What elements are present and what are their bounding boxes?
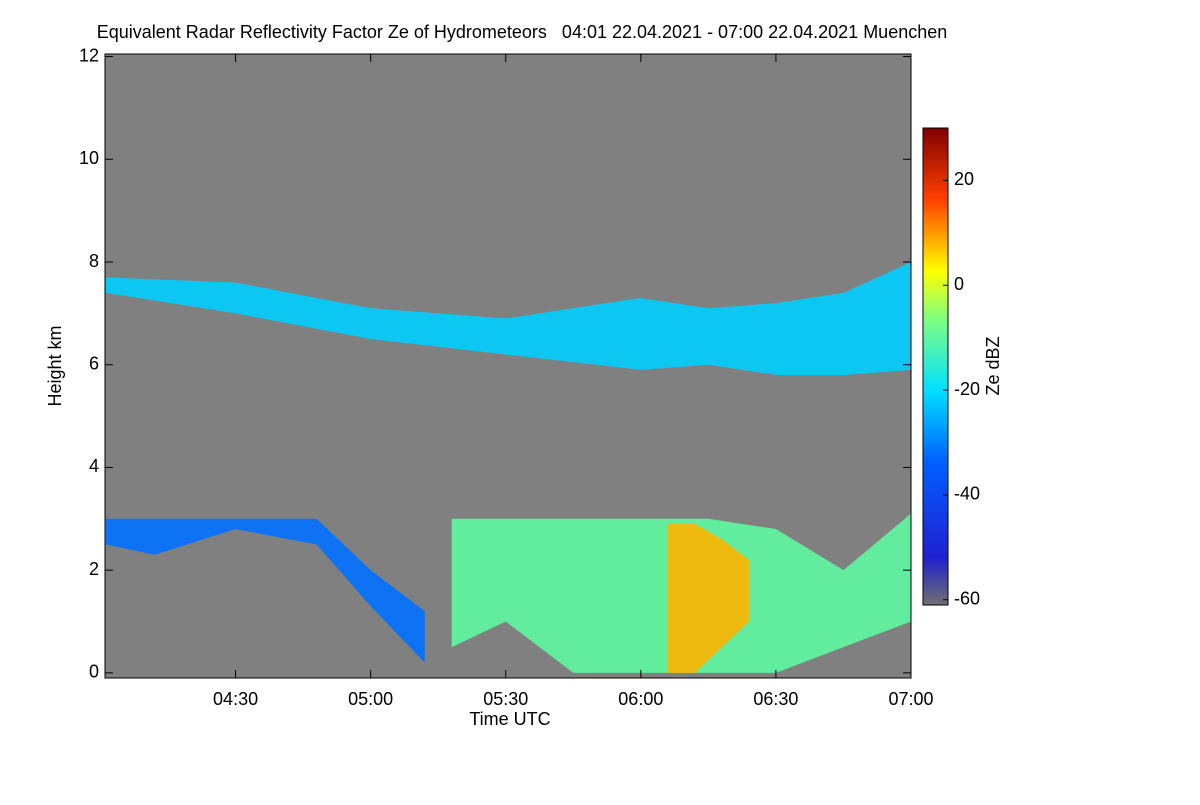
x-tick-label: 06:30 [753, 689, 798, 709]
colorbar-tick-label: 20 [954, 169, 974, 189]
echo-region [667, 523, 749, 673]
chart-title: Equivalent Radar Reflectivity Factor Ze … [97, 22, 948, 42]
y-tick-label: 10 [79, 148, 99, 168]
colorbar [922, 127, 949, 606]
y-tick-label: 4 [89, 456, 99, 476]
colorbar-tick-label: -20 [954, 379, 980, 399]
colorbar-tick-label: -40 [954, 484, 980, 504]
x-tick-label: 05:30 [483, 689, 528, 709]
y-tick-label: 6 [89, 353, 99, 373]
colorbar-label: Ze dBZ [983, 336, 1003, 395]
y-tick-label: 12 [79, 45, 99, 65]
y-tick-label: 2 [89, 559, 99, 579]
echo-region [105, 262, 912, 375]
x-tick-label: 05:00 [348, 689, 393, 709]
x-tick-label: 06:00 [618, 689, 663, 709]
plot-frame [104, 53, 912, 679]
x-tick-label: 04:30 [213, 689, 258, 709]
x-axis-label: Time UTC [469, 709, 550, 729]
y-tick-label: 0 [89, 662, 99, 682]
colorbar-tick-label: -60 [954, 589, 980, 609]
y-axis-label: Height km [45, 325, 65, 406]
colorbar-tick-label: 0 [954, 274, 964, 294]
x-tick-label: 07:00 [888, 689, 933, 709]
echo-region [105, 518, 425, 663]
y-tick-label: 8 [89, 251, 99, 271]
